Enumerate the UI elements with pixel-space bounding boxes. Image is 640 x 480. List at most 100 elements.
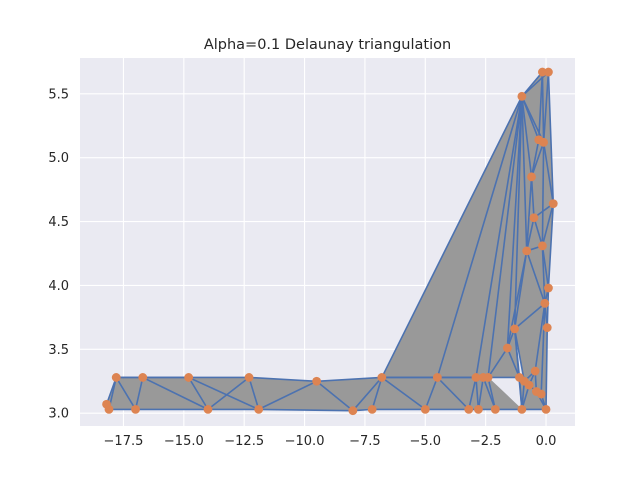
triangle-edge	[134, 376, 144, 411]
triangle-edge	[541, 141, 545, 247]
triangle-edge	[530, 138, 540, 178]
x-tick-label: −5.0	[410, 434, 442, 449]
data-point	[104, 404, 114, 414]
triangle-edge	[436, 95, 523, 379]
data-point	[367, 404, 377, 414]
y-tick-label: 4.0	[48, 279, 69, 294]
triangle-edge	[141, 376, 209, 411]
triangle-edge	[521, 380, 526, 411]
data-point	[542, 323, 552, 333]
triangle-edge	[506, 250, 528, 349]
y-tick-labels: 3.0 3.5 4.0 4.5 5.0 5.5	[48, 87, 69, 421]
x-tick-label: −17.5	[104, 434, 144, 449]
data-point	[524, 380, 534, 390]
data-point	[540, 298, 550, 308]
triangle-edge	[487, 376, 497, 411]
x-tick-label: −10.0	[285, 434, 325, 449]
triangle-edge	[541, 202, 555, 247]
data-point	[539, 137, 549, 147]
data-point	[502, 343, 512, 353]
triangle-edge	[521, 95, 528, 252]
chart-title: Alpha=0.1 Delaunay triangulation	[204, 37, 451, 53]
data-point	[420, 404, 430, 414]
data-point	[530, 366, 540, 376]
data-point	[544, 67, 553, 77]
data-point	[548, 199, 558, 209]
data-point	[244, 373, 254, 382]
y-tick-label: 3.0	[48, 407, 69, 422]
triangle-edge	[248, 376, 318, 383]
triangle-edge	[257, 408, 354, 412]
triangle-edge	[424, 376, 439, 411]
triangle-edge	[546, 287, 550, 329]
y-tick-label: 5.5	[48, 87, 69, 102]
triangle-edge	[534, 302, 546, 372]
triangle-edge	[506, 95, 523, 349]
triangle-edge	[542, 141, 555, 205]
data-point	[527, 172, 536, 182]
data-point	[522, 246, 532, 256]
triangle-edge	[521, 95, 545, 144]
triangle-edge	[530, 141, 545, 178]
triangle-edge	[513, 328, 526, 383]
data-point	[184, 373, 194, 382]
x-tick-label: −12.5	[224, 434, 264, 449]
triangle-edge	[541, 245, 546, 305]
triangle-edge	[257, 380, 318, 411]
data-point	[464, 404, 474, 414]
data-point	[474, 404, 483, 414]
data-point	[348, 406, 358, 416]
triangle-edge	[525, 216, 535, 252]
data-point	[510, 324, 520, 334]
data-point	[111, 373, 121, 382]
x-tick-label: −15.0	[164, 434, 204, 449]
triangle-edge	[477, 376, 485, 411]
triangle-edge	[513, 302, 546, 330]
triangle-edge	[475, 376, 480, 411]
data-point	[517, 91, 527, 101]
data-point	[538, 241, 547, 251]
data-point	[254, 404, 264, 414]
data-point	[490, 404, 500, 414]
data-points	[102, 67, 558, 416]
triangle-edge	[315, 380, 354, 412]
data-point	[377, 373, 387, 382]
triangle-edge	[352, 376, 383, 412]
triangle-edge	[115, 376, 137, 411]
triangle-edge	[541, 245, 550, 289]
data-point	[529, 213, 539, 223]
x-tick-label: −2.5	[470, 434, 502, 449]
data-point	[541, 404, 551, 414]
triangle-edge	[518, 376, 523, 411]
triangle-edge	[541, 71, 545, 144]
data-point	[203, 404, 213, 414]
triangle-edge	[436, 376, 470, 411]
triangle-edge	[371, 376, 383, 411]
triangle-edge	[547, 202, 555, 289]
data-point	[312, 376, 322, 386]
data-point	[538, 67, 547, 77]
triangle-edge	[540, 302, 546, 395]
data-point	[483, 373, 493, 382]
x-tick-labels: −17.5 −15.0 −12.5 −10.0 −7.5 −5.0 −2.5 0.0	[104, 434, 557, 449]
triangle-edge	[381, 95, 523, 379]
triangle-edge	[248, 376, 260, 411]
data-point	[471, 373, 481, 382]
triangle-edge	[187, 376, 260, 411]
triangle-edge	[530, 176, 535, 219]
data-point	[131, 404, 140, 414]
x-tick-label: −7.5	[349, 434, 381, 449]
triangle-edge	[525, 250, 546, 305]
triangle-edge	[525, 176, 533, 252]
triangle-edge	[315, 376, 383, 383]
triangle-edge	[487, 95, 523, 379]
data-point	[536, 389, 546, 399]
triangle-edge	[521, 95, 533, 178]
data-point	[517, 404, 527, 414]
y-tick-label: 5.0	[48, 151, 69, 166]
data-point	[432, 373, 442, 382]
triangle-edge	[513, 95, 523, 330]
triangle-edge	[467, 376, 477, 411]
triangle-edge	[533, 216, 544, 247]
triangle-edge	[542, 71, 550, 144]
